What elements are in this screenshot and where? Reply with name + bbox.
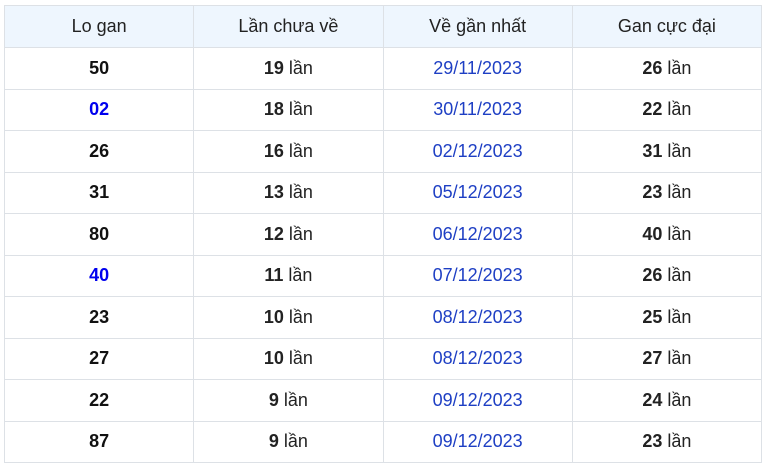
unit: lần bbox=[667, 348, 692, 369]
absent-value: 19 bbox=[263, 57, 284, 78]
unit: lần bbox=[667, 431, 692, 452]
absent-value: 16 bbox=[263, 140, 284, 161]
last-seen-date[interactable]: 08/12/2023 bbox=[382, 337, 573, 380]
table-row: 31 13 lần 05/12/2023 23 lần bbox=[3, 171, 763, 214]
last-seen-date[interactable]: 30/11/2023 bbox=[382, 88, 573, 131]
absent-count: 9 lần bbox=[193, 379, 384, 422]
absent-value: 10 bbox=[263, 348, 284, 369]
unit: lần bbox=[288, 140, 313, 161]
unit: lần bbox=[288, 223, 313, 244]
header-lo-gan: Lo gan bbox=[3, 5, 195, 48]
max-gap-value: 27 bbox=[642, 348, 663, 369]
max-gap: 24 lần bbox=[571, 379, 763, 422]
unit: lần bbox=[667, 182, 692, 203]
max-gap: 22 lần bbox=[571, 88, 763, 131]
table-row: 40 11 lần 07/12/2023 26 lần bbox=[3, 254, 763, 297]
lo-number: 80 bbox=[3, 213, 195, 256]
absent-count: 18 lần bbox=[193, 88, 384, 131]
unit: lần bbox=[283, 389, 308, 410]
lo-number: 27 bbox=[3, 337, 195, 380]
lo-number: 87 bbox=[3, 420, 195, 463]
absent-value: 10 bbox=[263, 306, 284, 327]
table-row: 23 10 lần 08/12/2023 25 lần bbox=[3, 296, 763, 339]
lo-number: 02 bbox=[3, 88, 195, 131]
table-row: 27 10 lần 08/12/2023 27 lần bbox=[3, 337, 763, 380]
header-max-gap: Gan cực đại bbox=[571, 5, 763, 48]
absent-value: 11 bbox=[264, 265, 284, 286]
max-gap-value: 24 bbox=[642, 389, 663, 410]
absent-value: 13 bbox=[263, 182, 284, 203]
max-gap: 26 lần bbox=[571, 47, 763, 90]
unit: lần bbox=[667, 389, 692, 410]
unit: lần bbox=[288, 182, 313, 203]
unit: lần bbox=[283, 431, 308, 452]
lo-number: 23 bbox=[3, 296, 195, 339]
absent-count: 16 lần bbox=[193, 130, 384, 173]
last-seen-date[interactable]: 09/12/2023 bbox=[382, 379, 573, 422]
unit: lần bbox=[288, 265, 313, 286]
absent-count: 13 lần bbox=[193, 171, 384, 214]
unit: lần bbox=[288, 348, 313, 369]
last-seen-date[interactable]: 09/12/2023 bbox=[382, 420, 573, 463]
last-seen-date[interactable]: 08/12/2023 bbox=[382, 296, 573, 339]
last-seen-date[interactable]: 05/12/2023 bbox=[382, 171, 573, 214]
unit: lần bbox=[288, 99, 313, 120]
unit: lần bbox=[667, 306, 692, 327]
lo-number: 22 bbox=[3, 379, 195, 422]
absent-count: 12 lần bbox=[193, 213, 384, 256]
max-gap: 23 lần bbox=[571, 171, 763, 214]
absent-value: 9 bbox=[268, 431, 279, 452]
max-gap: 23 lần bbox=[571, 420, 763, 463]
max-gap: 31 lần bbox=[571, 130, 763, 173]
last-seen-date[interactable]: 02/12/2023 bbox=[382, 130, 573, 173]
max-gap-value: 25 bbox=[642, 306, 663, 327]
max-gap-value: 40 bbox=[642, 223, 663, 244]
table-row: 22 9 lần 09/12/2023 24 lần bbox=[3, 379, 763, 422]
unit: lần bbox=[667, 57, 692, 78]
max-gap-value: 31 bbox=[642, 140, 663, 161]
max-gap-value: 26 bbox=[642, 57, 663, 78]
last-seen-date[interactable]: 06/12/2023 bbox=[382, 213, 573, 256]
lo-number: 40 bbox=[3, 254, 195, 297]
absent-value: 12 bbox=[263, 223, 284, 244]
max-gap-value: 26 bbox=[642, 265, 663, 286]
max-gap: 26 lần bbox=[571, 254, 763, 297]
unit: lần bbox=[667, 223, 692, 244]
unit: lần bbox=[667, 99, 692, 120]
last-seen-date[interactable]: 07/12/2023 bbox=[382, 254, 573, 297]
absent-count: 19 lần bbox=[193, 47, 384, 90]
header-absent-count: Lần chưa về bbox=[193, 5, 384, 48]
table-row: 02 18 lần 30/11/2023 22 lần bbox=[3, 88, 763, 131]
absent-count: 9 lần bbox=[193, 420, 384, 463]
lo-gan-table: Lo gan Lần chưa về Về gần nhất Gan cực đ… bbox=[3, 5, 763, 463]
max-gap: 27 lần bbox=[571, 337, 763, 380]
last-seen-date[interactable]: 29/11/2023 bbox=[382, 47, 573, 90]
absent-count: 10 lần bbox=[193, 296, 384, 339]
unit: lần bbox=[288, 57, 313, 78]
header-last-seen: Về gần nhất bbox=[382, 5, 573, 48]
absent-count: 11 lần bbox=[193, 254, 384, 297]
max-gap-value: 23 bbox=[642, 182, 663, 203]
table-row: 80 12 lần 06/12/2023 40 lần bbox=[3, 213, 763, 256]
max-gap: 40 lần bbox=[571, 213, 763, 256]
unit: lần bbox=[667, 265, 692, 286]
lo-number: 50 bbox=[3, 47, 195, 90]
max-gap-value: 23 bbox=[642, 431, 663, 452]
lo-number: 26 bbox=[3, 130, 195, 173]
unit: lần bbox=[667, 140, 692, 161]
table-row: 50 19 lần 29/11/2023 26 lần bbox=[3, 47, 763, 90]
table-row: 87 9 lần 09/12/2023 23 lần bbox=[3, 420, 763, 463]
unit: lần bbox=[288, 306, 313, 327]
absent-value: 18 bbox=[263, 99, 284, 120]
absent-value: 9 bbox=[268, 389, 279, 410]
header-row: Lo gan Lần chưa về Về gần nhất Gan cực đ… bbox=[3, 5, 763, 48]
table-row: 26 16 lần 02/12/2023 31 lần bbox=[3, 130, 763, 173]
absent-count: 10 lần bbox=[193, 337, 384, 380]
lo-number: 31 bbox=[3, 171, 195, 214]
max-gap: 25 lần bbox=[571, 296, 763, 339]
max-gap-value: 22 bbox=[642, 99, 663, 120]
